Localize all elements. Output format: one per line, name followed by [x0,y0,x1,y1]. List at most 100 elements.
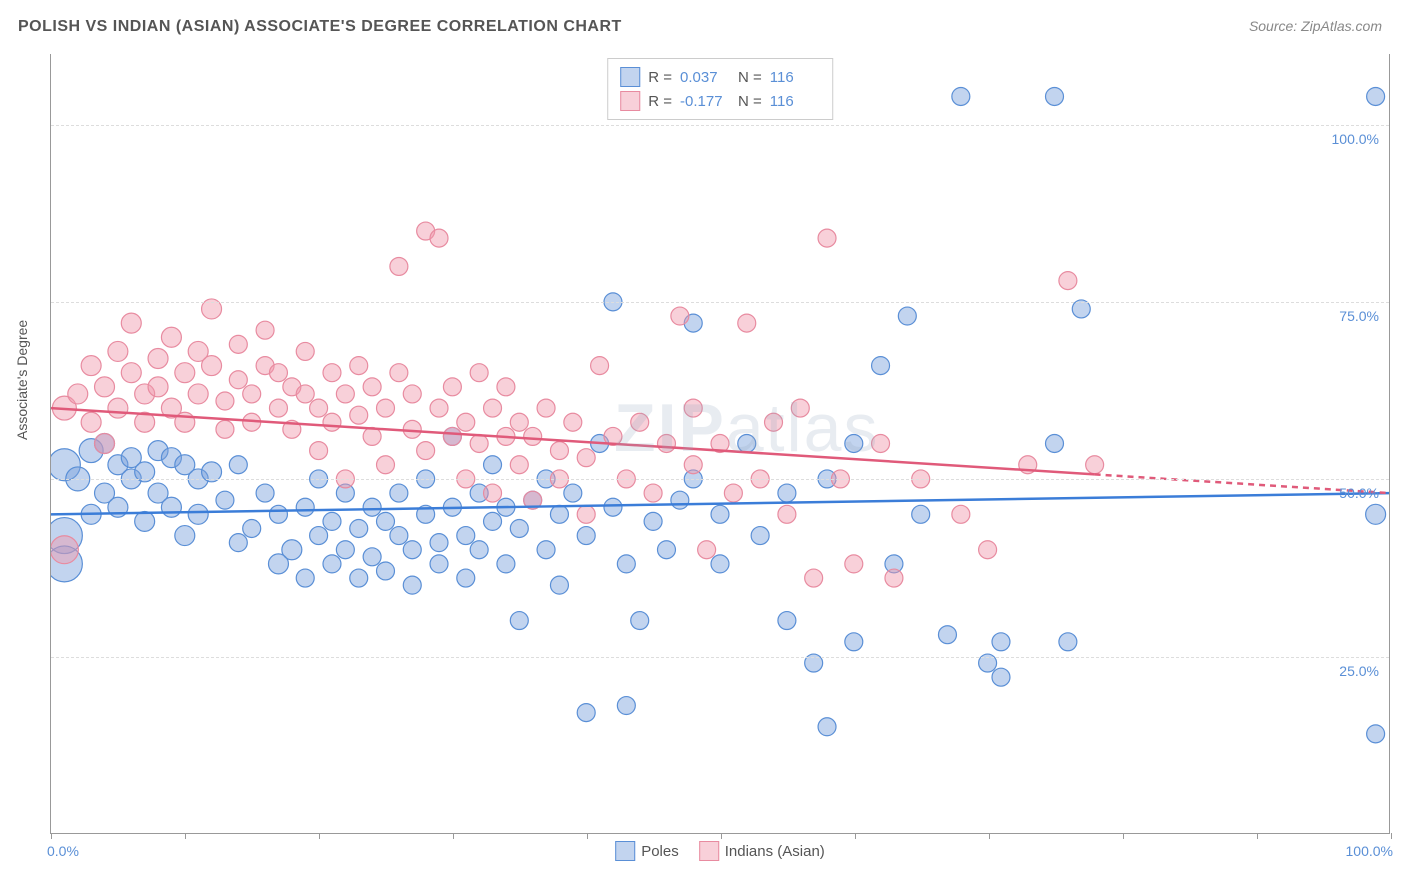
data-point [818,229,836,247]
correlation-row: R =0.037N =116 [620,65,820,89]
data-point [617,697,635,715]
data-point [430,555,448,573]
data-point [310,442,328,460]
source-prefix: Source: [1249,18,1301,34]
data-point [711,505,729,523]
data-point [175,363,195,383]
data-point [175,526,195,546]
data-point [323,512,341,530]
data-point [484,512,502,530]
data-point [898,307,916,325]
data-point [121,363,141,383]
data-point [377,456,395,474]
data-point [81,412,101,432]
data-point [310,527,328,545]
data-point [256,484,274,502]
data-point [1046,88,1064,106]
data-point [938,626,956,644]
data-point [390,484,408,502]
data-point [550,505,568,523]
data-point [1367,725,1385,743]
data-point [470,364,488,382]
y-tick-label: 75.0% [1339,308,1379,324]
data-point [161,327,181,347]
x-axis-max-label: 100.0% [1346,843,1393,859]
data-point [350,406,368,424]
data-point [684,399,702,417]
data-point [457,413,475,431]
data-point [631,413,649,431]
data-point [310,399,328,417]
data-point [229,371,247,389]
data-point [296,498,314,516]
data-point [269,364,287,382]
source-name: ZipAtlas.com [1301,18,1382,34]
data-point [510,519,528,537]
series-legend: Poles Indians (Asian) [615,841,825,861]
x-axis-min-label: 0.0% [47,843,79,859]
data-point [188,504,208,524]
x-tick [1391,833,1392,839]
data-point [818,718,836,736]
data-point [108,341,128,361]
data-point [671,491,689,509]
source-label: Source: ZipAtlas.com [1249,18,1382,34]
data-point [872,357,890,375]
data-point [430,229,448,247]
scatter-plot [51,54,1389,833]
data-point [510,612,528,630]
legend-swatch [620,67,640,87]
data-point [497,555,515,573]
data-point [323,364,341,382]
data-point [51,536,78,564]
data-point [577,505,595,523]
x-tick [51,833,52,839]
data-point [791,399,809,417]
gridline [51,479,1389,480]
data-point [457,527,475,545]
data-point [470,541,488,559]
data-point [216,392,234,410]
data-point [470,435,488,453]
x-tick [721,833,722,839]
data-point [992,668,1010,686]
data-point [95,377,115,397]
data-point [644,484,662,502]
data-point [604,498,622,516]
data-point [1366,504,1386,524]
data-point [161,497,181,517]
x-tick [1257,833,1258,839]
data-point [550,442,568,460]
data-point [778,505,796,523]
legend-label: Indians (Asian) [725,843,825,860]
r-value: 0.037 [680,69,730,86]
data-point [269,399,287,417]
data-point [430,534,448,552]
data-point [724,484,742,502]
data-point [417,442,435,460]
data-point [377,399,395,417]
data-point [684,456,702,474]
data-point [1367,88,1385,106]
data-point [577,527,595,545]
correlation-row: R =-0.177N =116 [620,89,820,113]
data-point [617,555,635,573]
y-tick-label: 100.0% [1332,131,1379,147]
data-point [484,399,502,417]
data-point [403,576,421,594]
data-point [524,427,542,445]
data-point [108,398,128,418]
data-point [363,378,381,396]
data-point [363,548,381,566]
data-point [912,505,930,523]
data-point [148,349,168,369]
data-point [564,413,582,431]
correlation-legend: R =0.037N =116R =-0.177N =116 [607,58,833,120]
gridline [51,125,1389,126]
x-tick [453,833,454,839]
legend-item: Poles [615,841,679,861]
gridline [51,302,1389,303]
data-point [135,511,155,531]
legend-swatch [615,841,635,861]
data-point [845,633,863,651]
